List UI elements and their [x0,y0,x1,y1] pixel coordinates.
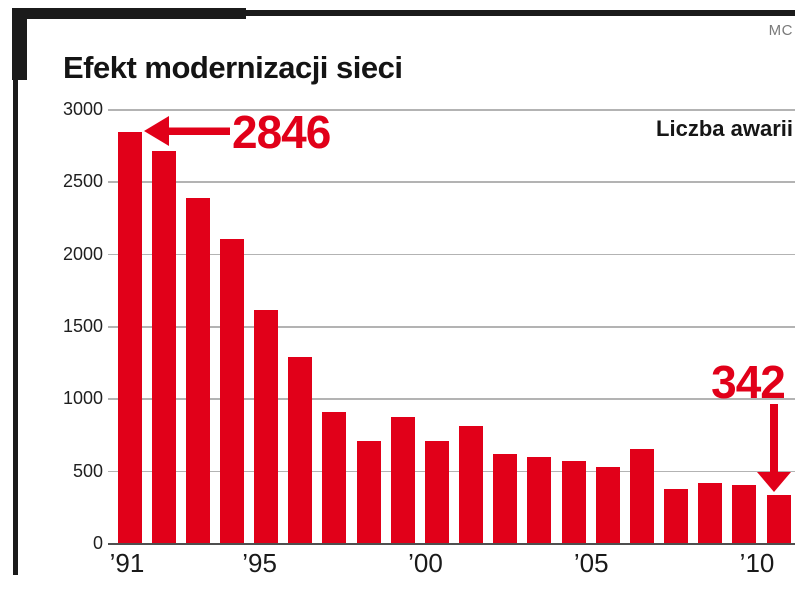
y-tick-label-1500: 1500 [62,316,103,336]
bar-1993 [185,198,210,544]
bar-2003 [527,457,552,544]
gridline-2500 [108,181,795,183]
left-rule [13,80,18,575]
bar-2004 [561,460,586,544]
bar-2010 [766,494,791,544]
bar-1992 [151,150,176,544]
bar-2007 [664,489,689,544]
chart-title: Efekt modernizacji sieci [63,50,403,85]
y-tick-label-2500: 2500 [62,171,103,192]
bar-1997 [322,411,347,544]
credit-text: MC [768,22,793,39]
gridline-3000 [108,109,795,111]
bar-1991 [117,132,142,544]
x-tick-label-2005: ’05 [573,548,609,578]
gridline-500 [108,470,795,473]
bar-1996 [288,357,313,544]
bar-chart-plot-area [108,109,795,545]
annotation-max-value: 2846 [232,106,331,158]
gridline-1000 [108,398,795,400]
y-tick-label-3000: 3000 [62,99,103,119]
top-rule [246,10,795,16]
bar-1998 [356,440,381,544]
bar-1994 [219,238,244,544]
bar-2006 [629,449,654,544]
bar-2008 [698,483,723,544]
arrow-down-to-min-bar [757,404,791,492]
y-tick-label-500: 500 [72,460,103,481]
x-tick-label-1991: ’91 [109,548,145,578]
bar-2000 [424,441,449,544]
legend-label: Liczba awarii [656,116,793,141]
y-tick-label-2000: 2000 [62,243,103,264]
x-tick-label-2000: ’00 [408,548,443,578]
bar-2005 [595,467,620,544]
bar-1999 [390,416,415,544]
y-tick-label-0: 0 [92,533,103,553]
gridline-1500 [108,326,795,328]
x-tick-label-2010: ’10 [739,548,775,578]
y-tick-label-1000: 1000 [62,388,103,409]
corner-bracket-left-bar [12,8,27,80]
annotation-min-value: 342 [711,356,786,408]
gridline-2000 [108,253,795,256]
bar-2001 [459,426,484,544]
bar-1995 [254,309,279,544]
bar-2009 [732,485,757,544]
bar-2002 [493,454,518,544]
arrow-left-to-max-bar [144,116,230,146]
corner-bracket-top-bar [12,8,246,19]
x-axis-line [108,543,795,545]
x-tick-label-1995: ’95 [242,548,277,578]
